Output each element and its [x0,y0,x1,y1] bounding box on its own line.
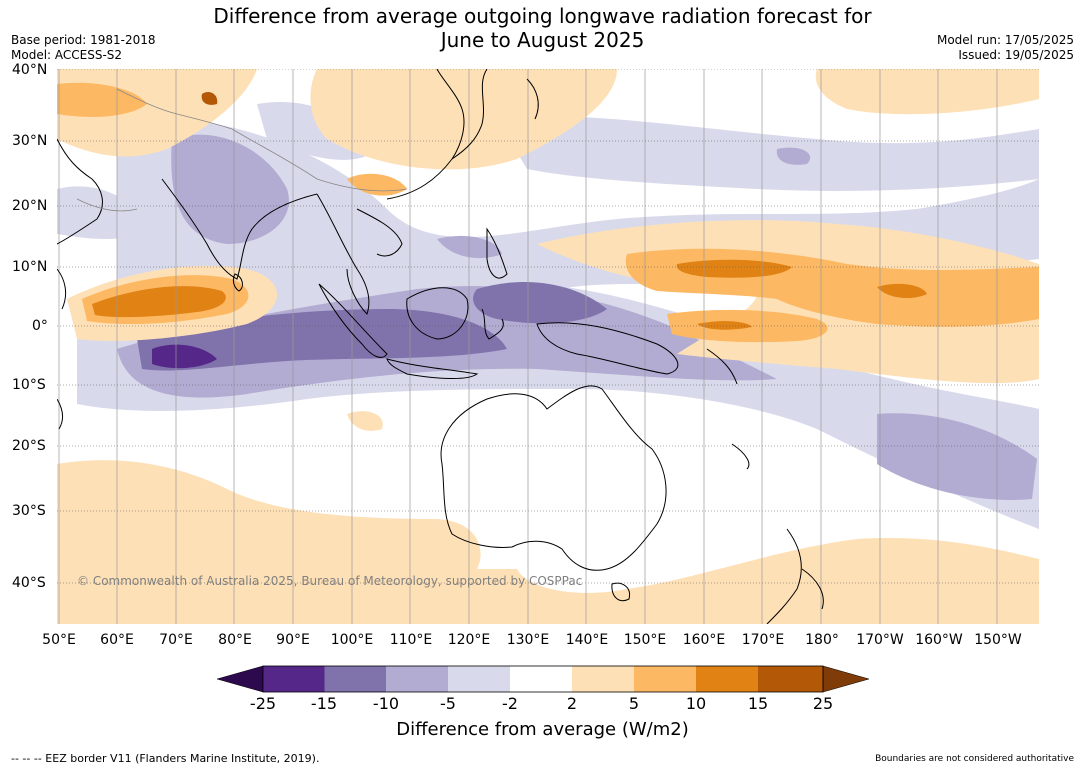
colorbar-tick: 2 [566,694,578,713]
colorbar-segment-9 [758,666,823,692]
lat-label-40s: 40°S [12,575,46,591]
lat-label-40n: 40°N [12,62,48,78]
colorbar-tick: -2 [502,694,518,713]
colorbar-under-arrow [216,665,264,693]
lat-label-20n: 20°N [12,198,48,214]
base-period-text: Base period: 1981-2018 [11,33,156,47]
colorbar-segment-2 [324,666,386,692]
title-line-2: June to August 2025 [440,28,645,52]
olr-anomaly-map: © Commonwealth of Australia 2025, Bureau… [57,69,1039,624]
lat-label-10s: 10°S [12,377,46,393]
lat-label-30n: 30°N [12,133,48,149]
colorbar-segment-7 [634,666,696,692]
colorbar-tick: -5 [440,694,456,713]
lon-label-150w: 150°W [974,632,1022,648]
copyright-text: © Commonwealth of Australia 2025, Bureau… [77,574,583,588]
lon-label-100e: 100°E [330,632,374,648]
lon-label-170e: 170°E [741,632,785,648]
colorbar-tick: 25 [812,694,834,713]
colorbar-tick: -10 [372,694,400,713]
issued-text: Issued: 19/05/2025 [958,48,1074,62]
coastlines [57,69,824,624]
lon-label-140e: 140°E [565,632,609,648]
lon-label-180: 180° [805,632,839,648]
meta-left: Base period: 1981-2018 Model: ACCESS-S2 [11,33,156,63]
lon-label-110e: 110°E [389,632,433,648]
lon-label-60e: 60°E [100,632,134,648]
colorbar [216,665,870,693]
colorbar-segment-6 [572,666,634,692]
colorbar-segment-8 [696,666,758,692]
anomaly-band-strong-negative [152,344,217,369]
colorbar-over-arrow [822,665,870,693]
anomaly-band-strong-positive [92,259,927,330]
meta-right: Model run: 17/05/2025 Issued: 19/05/2025 [937,33,1074,63]
lon-label-70e: 70°E [159,632,193,648]
colorbar-segment-1 [263,666,325,692]
lat-label-30s: 30°S [12,503,46,519]
lon-label-130e: 130°E [506,632,550,648]
lat-label-eq: 0° [32,318,48,334]
eez-border-note: -- -- -- EEZ border V11 (Flanders Marine… [11,752,320,765]
lon-label-160e: 160°E [682,632,726,648]
lon-label-170w: 170°W [856,632,904,648]
lon-label-90e: 90°E [276,632,310,648]
colorbar-tick: -25 [249,694,277,713]
lat-label-10n: 10°N [12,259,48,275]
map-title: Difference from average outgoing longwav… [0,4,1085,52]
colorbar-segment-4 [448,666,510,692]
model-run-text: Model run: 17/05/2025 [936,33,1074,47]
anomaly-band-extreme-positive [201,92,218,105]
map-canvas [57,69,1039,624]
boundaries-disclaimer: Boundaries are not considered authoritat… [875,754,1074,764]
lon-label-160w: 160°W [915,632,963,648]
lon-label-80e: 80°E [218,632,252,648]
lon-label-50e: 50°E [42,632,76,648]
model-text: Model: ACCESS-S2 [11,48,123,62]
colorbar-title: Difference from average (W/m2) [396,719,689,740]
colorbar-tick: 10 [685,694,707,713]
colorbar-tick: 15 [747,694,769,713]
map-meridians [58,69,998,624]
colorbar-tick: -15 [310,694,338,713]
lon-label-120e: 120°E [447,632,491,648]
country-borders [76,88,408,212]
colorbar-segment-5 [510,666,572,692]
lat-label-20s: 20°S [12,438,46,454]
title-line-1: Difference from average outgoing longwav… [213,4,872,28]
colorbar-segment-3 [386,666,448,692]
lon-label-150e: 150°E [623,632,667,648]
colorbar-tick: 5 [628,694,640,713]
colorbar-frame [262,665,824,693]
